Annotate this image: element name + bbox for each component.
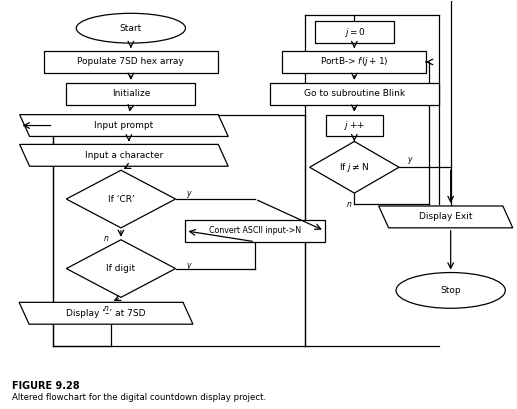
Text: Input a character: Input a character — [85, 151, 163, 160]
Bar — [66, 83, 195, 105]
Text: FIGURE 9.28: FIGURE 9.28 — [12, 381, 79, 391]
Bar — [270, 83, 439, 105]
Text: Initialize: Initialize — [112, 89, 150, 98]
Ellipse shape — [76, 13, 186, 43]
Text: Stop: Stop — [440, 286, 461, 295]
Text: Convert ASCII input->N: Convert ASCII input->N — [209, 226, 301, 235]
Text: n: n — [103, 234, 109, 243]
Text: y: y — [186, 261, 191, 270]
Text: Display Exit: Display Exit — [419, 212, 473, 221]
Polygon shape — [66, 170, 176, 228]
Text: n: n — [347, 200, 352, 209]
Text: If digit: If digit — [107, 264, 135, 273]
Bar — [282, 51, 427, 73]
Text: If $j$$\neq$N: If $j$$\neq$N — [339, 161, 369, 174]
Text: Input prompt: Input prompt — [94, 121, 154, 130]
Bar — [44, 51, 218, 73]
Text: $j = 0$: $j = 0$ — [343, 26, 365, 39]
Bar — [186, 220, 325, 242]
Text: Populate 7SD hex array: Populate 7SD hex array — [78, 58, 184, 67]
Bar — [315, 21, 394, 43]
Text: y: y — [186, 189, 191, 198]
Polygon shape — [66, 240, 176, 297]
Ellipse shape — [396, 272, 505, 308]
Polygon shape — [378, 206, 513, 228]
Text: y: y — [407, 155, 411, 164]
Text: $j$ ++: $j$ ++ — [343, 119, 366, 132]
Text: n: n — [103, 304, 109, 313]
Text: Display ‘–’ at 7SD: Display ‘–’ at 7SD — [66, 309, 146, 318]
Polygon shape — [19, 302, 193, 324]
Text: PortB-> $f(j + 1)$: PortB-> $f(j + 1)$ — [320, 56, 389, 68]
Bar — [326, 115, 383, 137]
Text: Start: Start — [120, 24, 142, 33]
Polygon shape — [20, 115, 228, 137]
Polygon shape — [310, 142, 399, 193]
Text: If ‘CR’: If ‘CR’ — [108, 195, 134, 204]
Polygon shape — [20, 144, 228, 166]
Text: Go to subroutine Blink: Go to subroutine Blink — [304, 89, 405, 98]
Text: Altered flowchart for the digital countdown display project.: Altered flowchart for the digital countd… — [12, 393, 266, 402]
